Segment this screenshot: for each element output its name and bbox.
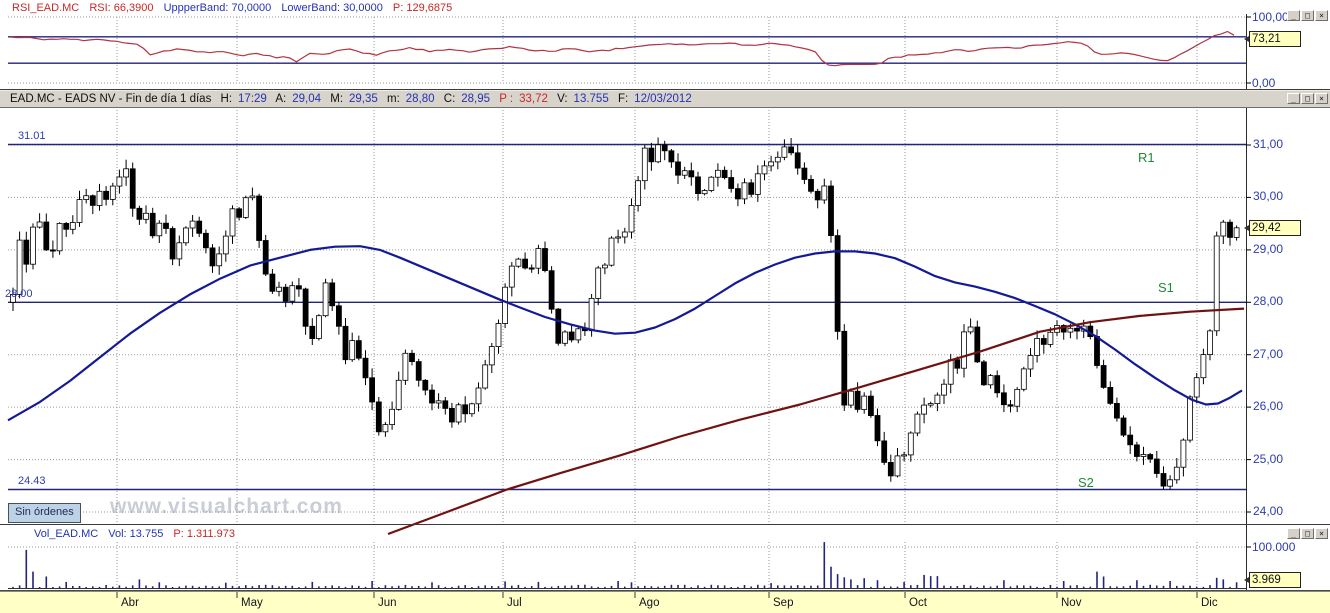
rsi-lower-band: LowerBand: 30,0000: [281, 2, 383, 14]
rsi-window-controls: _ □ ×: [1287, 10, 1328, 21]
volume-close-button[interactable]: ×: [1315, 528, 1328, 539]
volume-maximize-button[interactable]: □: [1301, 528, 1314, 539]
open-value: 29,04: [292, 93, 322, 105]
rsi-line: [10, 30, 1235, 67]
price-axis-tick: 29,00: [1253, 241, 1284, 256]
symbol-description: EAD.MC - EADS NV - Fin de día 1 días: [10, 93, 212, 105]
rsi-symbol: RSI_EAD.MC: [12, 2, 80, 14]
month-label: Ago: [639, 597, 660, 609]
rsi-axis-tick: 0,00: [1252, 76, 1276, 90]
panel-separator: [0, 89, 1330, 90]
date-value: 12/03/2012: [634, 93, 692, 105]
price-axis-tick: 25,00: [1253, 451, 1284, 466]
price-minimize-button[interactable]: _: [1287, 93, 1300, 104]
volume-window-controls: _ □ ×: [1287, 528, 1328, 539]
date-label: F:: [617, 93, 629, 105]
month-label: Jun: [378, 597, 397, 609]
volume-minimize-button[interactable]: _: [1287, 528, 1300, 539]
price-window-controls: _ □ ×: [1287, 93, 1328, 104]
max-label: M:: [330, 93, 344, 105]
panel-separator: [0, 590, 1330, 591]
max-value: 29,35: [349, 93, 378, 105]
high-label: H:: [220, 93, 233, 105]
price-level-label: 24.43: [18, 475, 46, 488]
support-resistance-label: S2: [1078, 475, 1094, 491]
month-label: Nov: [1061, 597, 1082, 609]
volume-panel-title: Vol_EAD.MC Vol: 13.755 P: 1.311.973: [34, 528, 242, 540]
price-last-value-box: 29,42: [1244, 220, 1301, 236]
volume-label: V:: [557, 93, 568, 105]
month-label: Jul: [507, 597, 522, 609]
month-label: Sep: [773, 597, 794, 609]
rsi-bands: [8, 36, 1246, 64]
rsi-panel-title: RSI_EAD.MC RSI: 66,3900 UppperBand: 70,0…: [12, 2, 459, 14]
support-resistance-label: S1: [1158, 280, 1174, 296]
price-level-label: 31.01: [18, 130, 46, 143]
support-resistance-label: R1: [1138, 150, 1155, 166]
no-orders-button[interactable]: Sin órdenes: [8, 503, 81, 523]
volume-symbol: Vol_EAD.MC: [34, 528, 99, 540]
volume-axis-tick: 100.000: [1252, 540, 1296, 554]
rsi-close-button[interactable]: ×: [1315, 10, 1328, 21]
price-panel-titlebar: EAD.MC - EADS NV - Fin de día 1 días H: 1…: [0, 90, 1330, 108]
month-label: Abr: [121, 597, 139, 609]
month-label: Oct: [909, 597, 927, 609]
month-label: May: [241, 597, 263, 609]
moving-average-blue: [7, 245, 1243, 422]
price-axis-tick: 30,00: [1253, 189, 1284, 204]
p-value: 33,72: [519, 93, 548, 105]
price-panel-title: EAD.MC - EADS NV - Fin de día 1 días H: 1…: [10, 93, 698, 105]
volume-value-text: Vol: 13.755: [108, 528, 164, 540]
rsi-maximize-button[interactable]: □: [1301, 10, 1314, 21]
candlestick-series: [10, 137, 1240, 490]
price-maximize-button[interactable]: □: [1301, 93, 1314, 104]
price-axis-tick: 24,00: [1253, 504, 1284, 518]
price-levels: [8, 143, 1246, 491]
volume-value: 13.755: [573, 93, 609, 105]
date-axis-strip[interactable]: [0, 591, 1330, 613]
volume-last-value-box: 3.969: [1244, 572, 1301, 588]
rsi-minimize-button[interactable]: _: [1287, 10, 1300, 21]
moving-average-red: [387, 307, 1245, 536]
month-label: Dic: [1201, 597, 1218, 609]
rsi-value: RSI: 66,3900: [89, 2, 154, 14]
high-value: 17:29: [238, 93, 267, 105]
price-axis-tick: 27,00: [1253, 346, 1284, 361]
price-axis-tick: 31,00: [1253, 137, 1284, 151]
price-axis-tick: 28,00: [1253, 294, 1284, 309]
volume-p-value: P: 1.311.973: [173, 528, 235, 540]
price-axis-tick: 26,00: [1253, 399, 1284, 414]
open-label: A:: [275, 93, 287, 105]
axis-ticks: [1246, 16, 1251, 548]
rsi-axis-tick: 100,00: [1252, 10, 1289, 24]
p-label: P :: [499, 93, 514, 105]
price-close-button[interactable]: ×: [1315, 93, 1328, 104]
close-label: C:: [443, 93, 456, 105]
min-value: 28,80: [405, 93, 435, 105]
rsi-last-value-box: 73,21: [1244, 31, 1301, 47]
panel-separator: [0, 524, 1330, 525]
rsi-p-value: P: 129,6875: [392, 2, 453, 14]
close-value: 28,95: [461, 93, 491, 105]
rsi-upper-band: UppperBand: 70,0000: [163, 2, 272, 14]
price-level-label: 28.00: [5, 288, 33, 301]
min-label: m:: [387, 93, 400, 105]
volume-series: [8, 542, 1246, 589]
